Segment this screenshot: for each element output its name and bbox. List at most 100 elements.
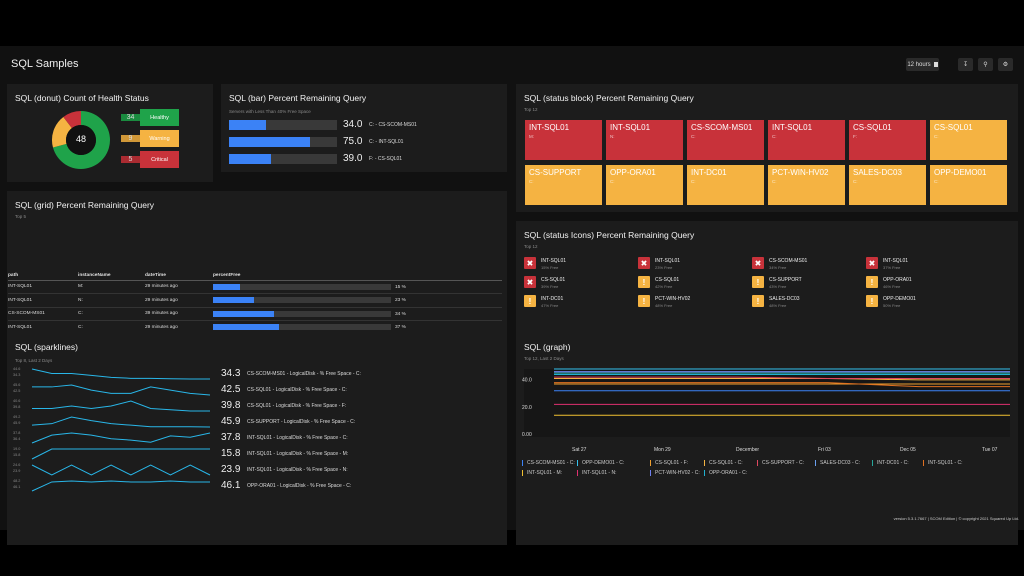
health-badge-critical[interactable]: 5 Critical xyxy=(121,151,179,168)
sparkline-label[interactable]: INT-SQL01 - LogicalDisk - % Free Space -… xyxy=(247,435,348,441)
share-button[interactable]: ⚲ xyxy=(978,58,993,71)
status-block[interactable]: INT-DC01 C: xyxy=(687,165,764,205)
percent-bar xyxy=(213,310,391,317)
error-icon: ✖ xyxy=(524,276,536,288)
grid-header-percentFree[interactable]: percentFree xyxy=(213,272,502,281)
bar-value: 39.0 xyxy=(343,153,363,164)
sparkline xyxy=(31,368,210,380)
table-row[interactable]: INT-SQL01 M: 29 minutes ago 15 % xyxy=(8,280,502,294)
status-block[interactable]: INT-SQL01 C: xyxy=(768,120,845,160)
status-block[interactable]: CS-SCOM-MS01 C: xyxy=(687,120,764,160)
grid-header-path[interactable]: path xyxy=(8,272,78,281)
graph-plot-area xyxy=(524,369,1010,437)
grid-cell-percent: 15 % xyxy=(213,280,502,294)
status-icon-name[interactable]: CS-SUPPORT xyxy=(769,277,802,283)
legend-item[interactable]: PCT-WIN-HV02 - C: xyxy=(650,470,700,476)
status-icon-name[interactable]: INT-SQL01 xyxy=(883,258,909,264)
graph-tile: SQL (graph) Top 12, Last 2 Days 40.0 20.0… xyxy=(516,333,1018,545)
graph-series-line xyxy=(554,376,1010,380)
status-block-drive: C: xyxy=(610,179,615,184)
status-icon-name[interactable]: CS-SQL01 xyxy=(541,277,566,283)
sparkline-path xyxy=(31,416,211,428)
status-block-name: CS-SCOM-MS01 xyxy=(691,123,753,132)
legend-item[interactable]: CS-SQL01 - C: xyxy=(704,460,743,466)
footer-version: version 5.3.1.7667 | SCOM Edition | © co… xyxy=(893,516,1019,521)
status-block-drive: F: xyxy=(853,134,857,139)
grid-header-dateTime[interactable]: dateTime xyxy=(145,272,213,281)
graph-y-tick: 40.0 xyxy=(522,378,532,384)
donut-slice-warning xyxy=(52,116,72,148)
grid-header-instanceName[interactable]: instanceName xyxy=(78,272,145,281)
status-icon-name[interactable]: CS-SCOM-MS01 xyxy=(769,258,808,264)
status-block[interactable]: CS-SUPPORT C: xyxy=(525,165,602,205)
sparkline-label[interactable]: CS-SQL01 - LogicalDisk - % Free Space - … xyxy=(247,387,347,393)
health-badge-healthy[interactable]: 34 Healthy xyxy=(121,109,179,126)
status-block[interactable]: CS-SQL01 F: xyxy=(849,120,926,160)
status-icon-name[interactable]: INT-SQL01 xyxy=(541,258,567,264)
time-range-button[interactable]: 12 hours xyxy=(906,58,939,71)
status-icon-sub: 39% Free xyxy=(541,284,559,289)
status-icon-name[interactable]: OPP-ORA01 xyxy=(883,277,912,283)
legend-item[interactable]: OPP-ORA01 - C: xyxy=(704,470,747,476)
status-block-subtitle: Top 12 xyxy=(524,107,538,112)
status-icon-name[interactable]: OPP-DEMO01 xyxy=(883,296,916,302)
legend-item[interactable]: INT-SQL01 - C: xyxy=(923,460,962,466)
status-block[interactable]: PCT-WIN-HV02 C: xyxy=(768,165,845,205)
graph-series-line xyxy=(554,378,1010,381)
legend-item[interactable]: INT-SQL01 - M: xyxy=(522,470,562,476)
sparkline-label[interactable]: CS-SCOM-MS01 - LogicalDisk - % Free Spac… xyxy=(247,371,361,377)
graph-series-line xyxy=(554,382,1010,388)
table-row[interactable]: CS-SCOM-MS01 C: 39 minutes ago 34 % xyxy=(8,307,502,321)
legend-item[interactable]: CS-SCOM-MS01 - C: xyxy=(522,460,575,466)
graph-x-tick: Mon 29 xyxy=(654,447,671,453)
status-block[interactable]: INT-SQL01 M: xyxy=(525,120,602,160)
settings-icon: ⚙ xyxy=(1002,62,1009,68)
status-icon-sub: 42% Free xyxy=(655,284,673,289)
download-button[interactable]: ↧ xyxy=(958,58,973,71)
legend-item[interactable]: CS-SUPPORT - C: xyxy=(757,460,804,466)
sparkline-label[interactable]: OPP-ORA01 - LogicalDisk - % Free Space -… xyxy=(247,483,352,489)
sparkline-tick: 34.3 xyxy=(13,373,21,377)
status-icon-name[interactable]: INT-DC01 xyxy=(541,296,564,302)
settings-button[interactable]: ⚙ xyxy=(998,58,1013,71)
sparkline-tick: 49.2 xyxy=(13,415,21,419)
legend-item[interactable]: CS-SQL01 - F: xyxy=(650,460,688,466)
table-row[interactable]: INT-SQL01 C: 29 minutes ago 37 % xyxy=(8,320,502,335)
status-icon-name[interactable]: PCT-WIN-HV02 xyxy=(655,296,691,302)
status-icon-sub: 47% Free xyxy=(541,303,559,308)
graph-x-tick: Fri 03 xyxy=(818,447,831,453)
sparkline-value: 45.9 xyxy=(221,416,241,427)
sparkline-value: 34.3 xyxy=(221,368,241,379)
legend-item[interactable]: OPP-DEMO01 - C: xyxy=(577,460,624,466)
status-block[interactable]: CS-SQL01 C: xyxy=(930,120,1007,160)
status-icon-name[interactable]: SALES-DC03 xyxy=(769,296,800,302)
sparkline-label[interactable]: INT-SQL01 - LogicalDisk - % Free Space -… xyxy=(247,451,349,457)
status-block[interactable]: OPP-ORA01 C: xyxy=(606,165,683,205)
sparkline-tick: 48.2 xyxy=(13,479,21,483)
sparkline-label[interactable]: INT-SQL01 - LogicalDisk - % Free Space -… xyxy=(247,467,348,473)
status-icon-name[interactable]: INT-SQL01 xyxy=(655,258,681,264)
legend-item[interactable]: SALES-DC03 - C: xyxy=(815,460,860,466)
status-block[interactable]: OPP-DEMO01 C: xyxy=(930,165,1007,205)
status-block[interactable]: SALES-DC03 C: xyxy=(849,165,926,205)
legend-item[interactable]: INT-SQL01 - N: xyxy=(577,470,616,476)
sparkline-label[interactable]: CS-SUPPORT - LogicalDisk - % Free Space … xyxy=(247,419,356,425)
bar-value: 34.0 xyxy=(343,119,363,130)
table-row[interactable]: INT-SQL01 N: 29 minutes ago 23 % xyxy=(8,293,502,308)
health-badge-warning[interactable]: 9 Warning xyxy=(121,130,179,147)
warning-icon: ! xyxy=(638,295,650,307)
bar-track xyxy=(229,120,337,130)
download-icon: ↧ xyxy=(962,62,969,68)
sparkline-tick: 45.9 xyxy=(13,421,21,425)
status-block-drive: M: xyxy=(529,134,534,139)
percent-value: 23 % xyxy=(395,298,406,304)
legend-item[interactable]: INT-DC01 - C: xyxy=(872,460,909,466)
warning-icon: ! xyxy=(752,276,764,288)
warning-icon: ! xyxy=(866,295,878,307)
percent-bar-fill xyxy=(213,297,254,304)
status-icon-name[interactable]: CS-SQL01 xyxy=(655,277,680,283)
sparkline-tick: 23.9 xyxy=(13,469,21,473)
sparkline-label[interactable]: CS-SQL01 - LogicalDisk - % Free Space - … xyxy=(247,403,347,409)
status-block[interactable]: INT-SQL01 N: xyxy=(606,120,683,160)
time-range-label: 12 hours xyxy=(907,61,931,68)
